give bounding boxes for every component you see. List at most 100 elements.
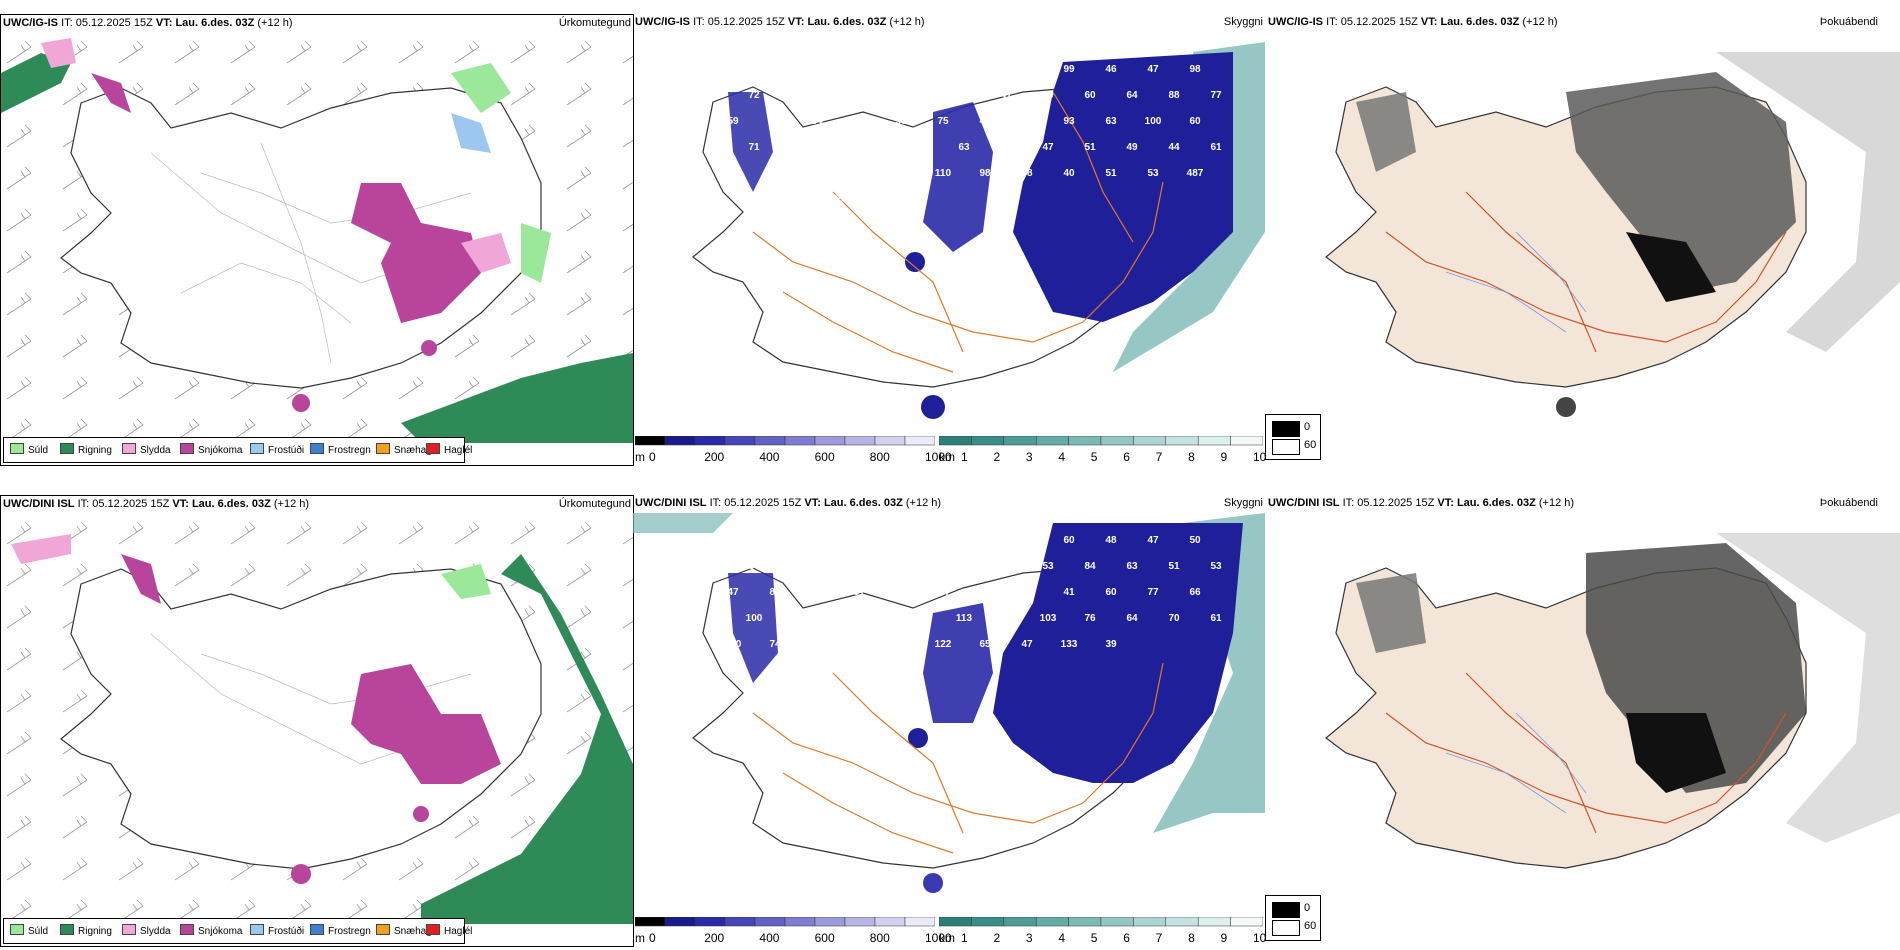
cloud-map: 93 110 100 102 63 68 44 46 99 46 47 98 72 48 48 94 60 71 4… (692, 42, 1265, 419)
cloud-base-value: 53 (1147, 168, 1159, 179)
colorbar-tick-label: 1000 (925, 450, 952, 464)
cloud-base-value: 60 (916, 90, 928, 101)
freezing-areas (451, 113, 491, 153)
cloud-base-value: 110 (935, 168, 952, 179)
colorbar-swatch (1003, 436, 1037, 446)
colorbar-tick-label: 0 (649, 931, 656, 945)
cloud-base-value: 100 (746, 613, 763, 624)
colorbar-tick-label: 10 (1253, 931, 1267, 945)
legend-item-snjokoma: Snjókoma (180, 443, 242, 457)
cloud-base-value: 65 (979, 639, 991, 650)
colorbar-tick-label: 6 (1123, 931, 1130, 945)
colorbar-tick-label: 4 (1058, 450, 1066, 464)
panel-title: Þokuábendi (1819, 497, 1878, 509)
cloud-base-value: 46 (1021, 64, 1033, 75)
cloud-base-value: 63 (958, 142, 970, 153)
colorbar-tick-label: 7 (1155, 931, 1163, 945)
panel-header: UWC/DINI ISL IT: 05.12.2025 15Z VT: Lau.… (3, 498, 631, 510)
cloud-base-value: 93 (1063, 116, 1075, 127)
cloud-base-value: 105 (767, 168, 784, 179)
legend-item-rigning: Rigning (60, 924, 112, 938)
cloud-base-value: 63 (895, 64, 907, 75)
legend-item-sudd: Súld (10, 443, 48, 457)
colorbar-tick-label: 200 (704, 450, 725, 464)
legend-item-frostregn: Frostregn (310, 443, 371, 457)
cloud-base-value: 63 (1126, 561, 1138, 572)
colorbar-swatch (635, 917, 666, 927)
cloud-base-value: 44 (979, 64, 991, 75)
panel-title: Skyggni (1223, 16, 1263, 28)
colorbar-swatch (1230, 917, 1263, 927)
cloud-base-value: 47 (727, 587, 739, 598)
shade-panel-top: UWC/IG-IS IT: 05.12.2025 15Z VT: Lau. 6.… (1266, 14, 1900, 464)
cloud-base-value: 60 (1084, 90, 1096, 101)
cloud-base-value: 64 (1126, 90, 1138, 101)
cloud-base-value: 54 (916, 613, 928, 624)
colorbar-tick-label: 2 (993, 450, 1001, 464)
cloud-base-value: 64 (1126, 613, 1138, 624)
cloud-base-value: 99 (1063, 64, 1075, 75)
cloud-base-value: 55 (769, 116, 781, 127)
cloud-base-value: 54 (748, 561, 760, 572)
cloud-base-value: 41 (1000, 90, 1012, 101)
cloud-base-value: 47 (1147, 64, 1159, 75)
colorbar-swatch (971, 917, 1005, 927)
cloud-base-value: 93 (727, 64, 739, 75)
colorbar-swatch (1100, 917, 1134, 927)
cloud-base-value: 60 (1189, 116, 1201, 127)
colorbar-tick-label: 6 (1123, 450, 1130, 464)
panel-header: UWC/IG-IS IT: 05.12.2025 15Z VT: Lau. 6.… (1268, 16, 1878, 28)
cloud-base-value: 131 (809, 535, 826, 546)
colorbar-tick-label: 600 (814, 450, 835, 464)
cloud-base-value: 61 (1210, 142, 1222, 153)
colorbar-swatch (1197, 917, 1231, 927)
cloud-base-value: 54 (895, 168, 907, 179)
legend-item-sudd: Súld (10, 924, 48, 938)
cloud-base-value: 61 (1210, 613, 1222, 624)
colorbar-tick-label: 8 (1188, 450, 1195, 464)
cloud-base-value: 60 (1105, 587, 1117, 598)
cloud-base-value: 46 (1105, 64, 1117, 75)
visibility-colorbar: km 1 2 3 4 5 6 7 8 9 10 (939, 917, 1267, 945)
legend-item-frostudi: Frostúði (250, 924, 304, 938)
cloud-base-value: 72 (958, 561, 970, 572)
precip-panel-top: UWC/IG-IS IT: 05.12.2025 15Z VT: Lau. 6.… (0, 14, 634, 466)
colorbar-swatch (814, 436, 846, 446)
cloud-base-value: 46 (979, 116, 991, 127)
colorbar-swatch (694, 917, 726, 927)
colorbar-swatch (1035, 436, 1069, 446)
colorbar-swatch (971, 436, 1005, 446)
shade-panel-bottom: UWC/DINI ISL IT: 05.12.2025 15Z VT: Lau.… (1266, 495, 1900, 945)
colorbar-tick-label: 400 (759, 450, 780, 464)
cloud-panel-bottom: UWC/DINI ISL IT: 05.12.2025 15Z VT: Lau.… (633, 495, 1267, 945)
shade-map (1325, 533, 1900, 869)
height-colorbar: m 0 200 400 600 800 1000 (635, 917, 952, 945)
cloud-base-value: 40 (1063, 168, 1075, 179)
visibility-colorbar: km 1 2 3 4 5 6 7 8 9 10 (939, 436, 1266, 464)
cloud-base-value: 51 (853, 587, 865, 598)
colorbar-swatch (939, 436, 972, 446)
legend-item-haglel: Haglél (426, 443, 472, 457)
colorbar-swatch (664, 436, 696, 446)
legend-item-slydda: Slydda (122, 443, 171, 457)
cloud-base-value: 124 (830, 613, 847, 624)
cloud-base-value: 63 (1105, 116, 1117, 127)
cloud-base-value: 367 (935, 535, 952, 546)
panel-title: Þokuábendi (1819, 16, 1878, 28)
cloud-base-value: 110 (767, 64, 784, 75)
panel-header: UWC/DINI ISL IT: 05.12.2025 15Z VT: Lau.… (1268, 497, 1878, 509)
colorbar-swatch (844, 917, 876, 927)
rain-areas (421, 554, 633, 924)
cloud-base-value: 56 (811, 639, 823, 650)
cloud-panel-top: UWC/IG-IS IT: 05.12.2025 15Z VT: Lau. 6.… (633, 14, 1266, 464)
cloud-base-value: 68 (937, 64, 949, 75)
cloud-base-value: 122 (935, 639, 952, 650)
colorbar-swatch (1165, 436, 1199, 446)
precip-legend: Súld Rigning Slydda Snjókoma Frostúði Fr… (3, 437, 472, 463)
cloud-base-value: 39 (1042, 90, 1054, 101)
sleet-areas (41, 38, 511, 273)
cloud-base-value: 86 (769, 587, 781, 598)
cloud-base-value: 113 (956, 613, 973, 624)
cloud-base-value: 125 (872, 613, 889, 624)
cloud-base-value: 42 (853, 639, 865, 650)
